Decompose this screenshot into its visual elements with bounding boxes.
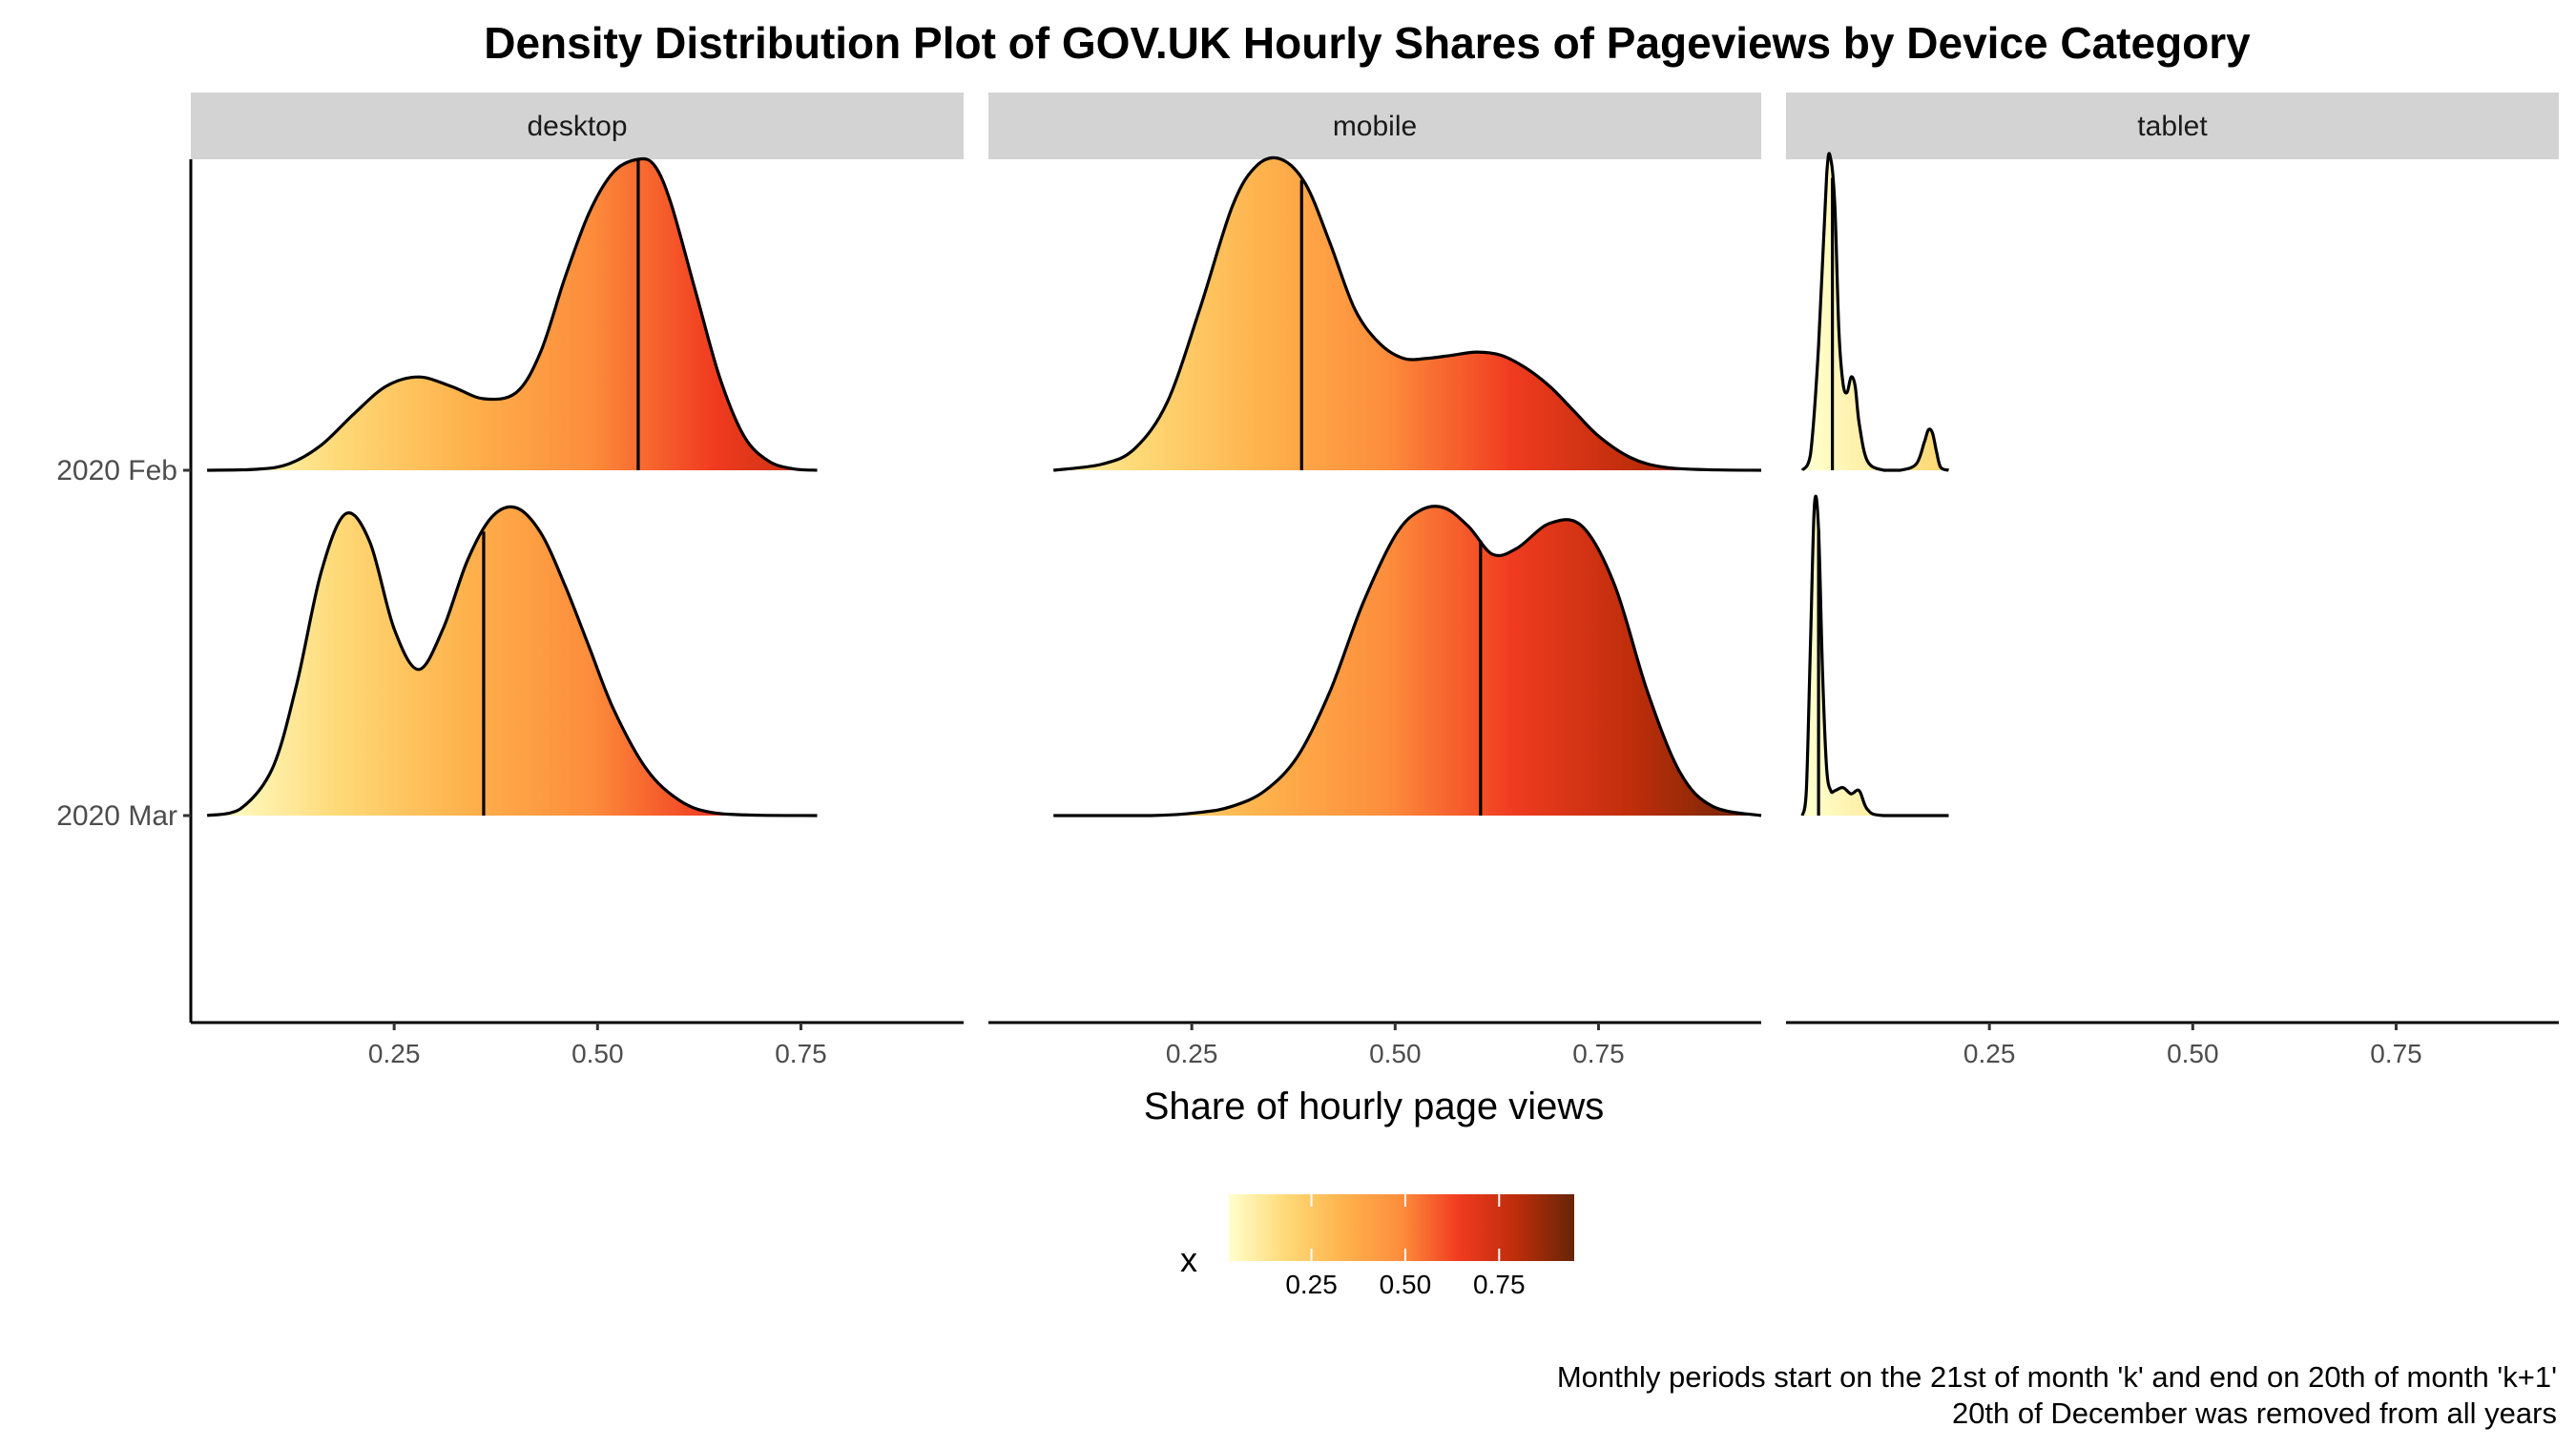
density-area-mobile-2020-feb [1053,157,1761,470]
density-area-desktop-2020-mar [207,507,818,816]
density-outline [1052,155,1762,472]
density-outline [207,156,818,472]
facet-panel-desktop: desktop 0.25 0.50 0.75 [189,93,964,1068]
caption-line-2: 20th of December was removed from all ye… [1952,1396,2557,1430]
legend-tick-label: 0.75 [1473,1270,1526,1299]
y-tick-label: 2020 Mar [56,800,177,832]
chart-title: Density Distribution Plot of GOV.UK Hour… [484,18,2251,68]
facet-strip [1786,93,2559,159]
x-tick-label: 0.50 [2167,1039,2219,1068]
x-tick-label: 0.75 [775,1039,827,1068]
x-tick-label: 0.25 [368,1039,421,1068]
x-tick-label: 0.50 [571,1039,624,1068]
facet-panel-mobile: mobile 0.25 0.50 0.75 [988,93,1762,1068]
facet-panel-tablet: tablet 0.25 0.50 0.75 [1786,93,2559,1068]
legend-tick-label: 0.25 [1285,1270,1338,1299]
legend-tick-label: 0.50 [1380,1270,1432,1299]
x-tick-label: 0.75 [2370,1039,2422,1068]
facet-strip-label: mobile [1333,111,1417,142]
density-outline [1800,494,1949,817]
legend-colorbar [1229,1194,1574,1261]
y-tick-label: 2020 Feb [56,455,177,486]
facet-strip [988,93,1761,159]
density-outline [1053,505,1762,817]
facet-strip-label: tablet [2137,111,2208,142]
color-legend: x 0.25 0.50 0.75 [1180,1194,1574,1299]
facet-strip [191,93,964,159]
legend-title: x [1180,1240,1197,1279]
x-tick-label: 0.50 [1369,1039,1422,1068]
density-area-tablet-2020-feb [1802,153,1949,471]
density-area-desktop-2020-feb [207,158,818,470]
x-tick-label: 0.25 [1166,1039,1218,1068]
facet-strip-label: desktop [527,111,627,142]
density-outline [206,505,818,817]
x-tick-label: 0.25 [1963,1039,2016,1068]
x-tick-label: 0.75 [1572,1039,1625,1068]
density-outline [1800,152,1950,472]
caption-line-1: Monthly periods start on the 21st of mon… [1557,1360,2557,1394]
density-area-mobile-2020-mar [1053,506,1761,816]
density-area-tablet-2020-mar [1802,496,1949,816]
x-axis-title: Share of hourly page views [1144,1086,1605,1127]
